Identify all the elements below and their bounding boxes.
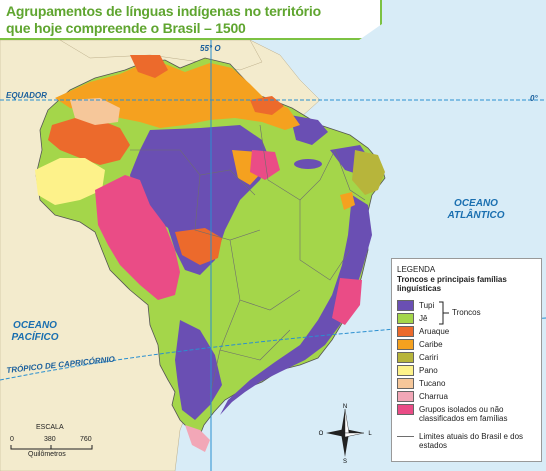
region-isolados-west (95, 175, 180, 300)
legend-label-tucano: Tucano (419, 379, 446, 388)
region-aruaque-northwest (48, 118, 130, 165)
region-pano (35, 158, 105, 205)
region-tucano (70, 98, 120, 125)
legend-swatch-isolados (397, 404, 414, 415)
state-borders (130, 124, 366, 396)
title-line-2: que hoje compreende o Brasil – 1500 (6, 20, 246, 36)
legend-label-pano: Pano (419, 366, 438, 375)
region-aruaque-center (175, 228, 222, 265)
compass-n: N (343, 404, 347, 410)
pacific-ocean-label: OCEANO PACÍFICO (2, 320, 68, 344)
compass-o: O (319, 431, 324, 437)
legend-label-isolados: Grupos isolados ou não classificados em … (419, 405, 508, 423)
region-charrua (185, 425, 210, 452)
legend-title: LEGENDA (397, 265, 436, 274)
legend-label-charrua: Charrua (419, 392, 448, 401)
legend-swatch-pano (397, 365, 414, 376)
zero-degree-label: 0° (530, 94, 538, 103)
legend-label-caribe: Caribe (419, 340, 443, 349)
title-line-1: Agrupamentos de línguas indígenas no ter… (6, 3, 321, 19)
legend-label-aruaque: Aruaque (419, 327, 450, 336)
legend-swatch-je (397, 313, 414, 324)
region-aruaque-north (130, 55, 168, 78)
troncos-bracket (439, 301, 449, 325)
atlantic-ocean-label: OCEANO ATLÂNTICO (436, 198, 516, 222)
scale-tick-380: 380 (44, 436, 56, 443)
title-panel (0, 0, 382, 40)
legend-label-je: Jê (419, 314, 428, 323)
legend-label-boundary: Limites atuais do Brasil e dos estados (419, 432, 524, 450)
legend-boundary-line (397, 436, 414, 437)
legend-swatch-charrua (397, 391, 414, 402)
scale-tick-0: 0 (10, 436, 14, 443)
legend-swatch-cariri (397, 352, 414, 363)
scale-title: ESCALA (36, 424, 64, 431)
legend-swatch-tupi (397, 300, 414, 311)
region-tupi-spot (294, 159, 322, 169)
equator-label: EQUADOR (6, 91, 47, 100)
compass-s: S (343, 459, 347, 463)
scale-bar: ESCALA 0 380 760 Quilômetros (6, 420, 116, 465)
compass-l: L (368, 431, 372, 437)
atlantic-line-2: ATLÂNTICO (447, 210, 505, 221)
legend-swatch-aruaque (397, 326, 414, 337)
compass-rose-icon: N S L O (319, 404, 372, 463)
legend-swatch-caribe (397, 339, 414, 350)
region-aruaque-northeast (250, 96, 284, 115)
meridian-label: 55° O (200, 44, 221, 53)
pacific-line-2: PACÍFICO (11, 332, 59, 343)
legend-panel: LEGENDA Troncos e principais famílias li… (391, 258, 542, 462)
legend-label-cariri: Cariri (419, 353, 439, 362)
pacific-line-1: OCEANO (13, 320, 57, 331)
region-cariri (352, 150, 385, 195)
region-isolados-center (250, 150, 280, 180)
region-caribe-small (340, 192, 355, 210)
troncos-label: Troncos (452, 308, 481, 317)
atlantic-line-1: OCEANO (454, 198, 498, 209)
map-title: Agrupamentos de línguas indígenas no ter… (6, 3, 321, 37)
scale-unit: Quilômetros (28, 451, 66, 458)
scale-tick-760: 760 (80, 436, 92, 443)
legend-label-tupi: Tupi (419, 301, 435, 310)
legend-swatch-tucano (397, 378, 414, 389)
legend-subtitle: Troncos e principais famílias linguístic… (397, 275, 507, 293)
region-tupi-northeast (290, 115, 328, 145)
region-isolados-coast (332, 278, 362, 325)
scale-line (10, 445, 93, 450)
